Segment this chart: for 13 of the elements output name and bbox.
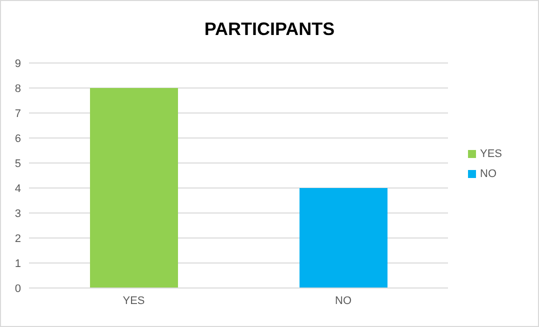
legend-label: YES [480, 148, 502, 160]
y-tick-label: 0 [14, 282, 21, 295]
y-tick-label: 3 [14, 208, 21, 220]
legend-label: NO [480, 168, 496, 180]
y-tick-label: 6 [14, 132, 21, 145]
y-tick-label: 1 [14, 258, 21, 270]
y-tick-label: 4 [14, 182, 21, 195]
y-tick-label: 7 [14, 108, 21, 120]
y-tick-label: 5 [14, 158, 21, 170]
chart-title: PARTICIPANTS [203, 19, 336, 40]
y-tick-label: 8 [14, 82, 21, 95]
y-tick-label: 9 [14, 58, 21, 70]
y-tick-label: 2 [14, 232, 21, 245]
